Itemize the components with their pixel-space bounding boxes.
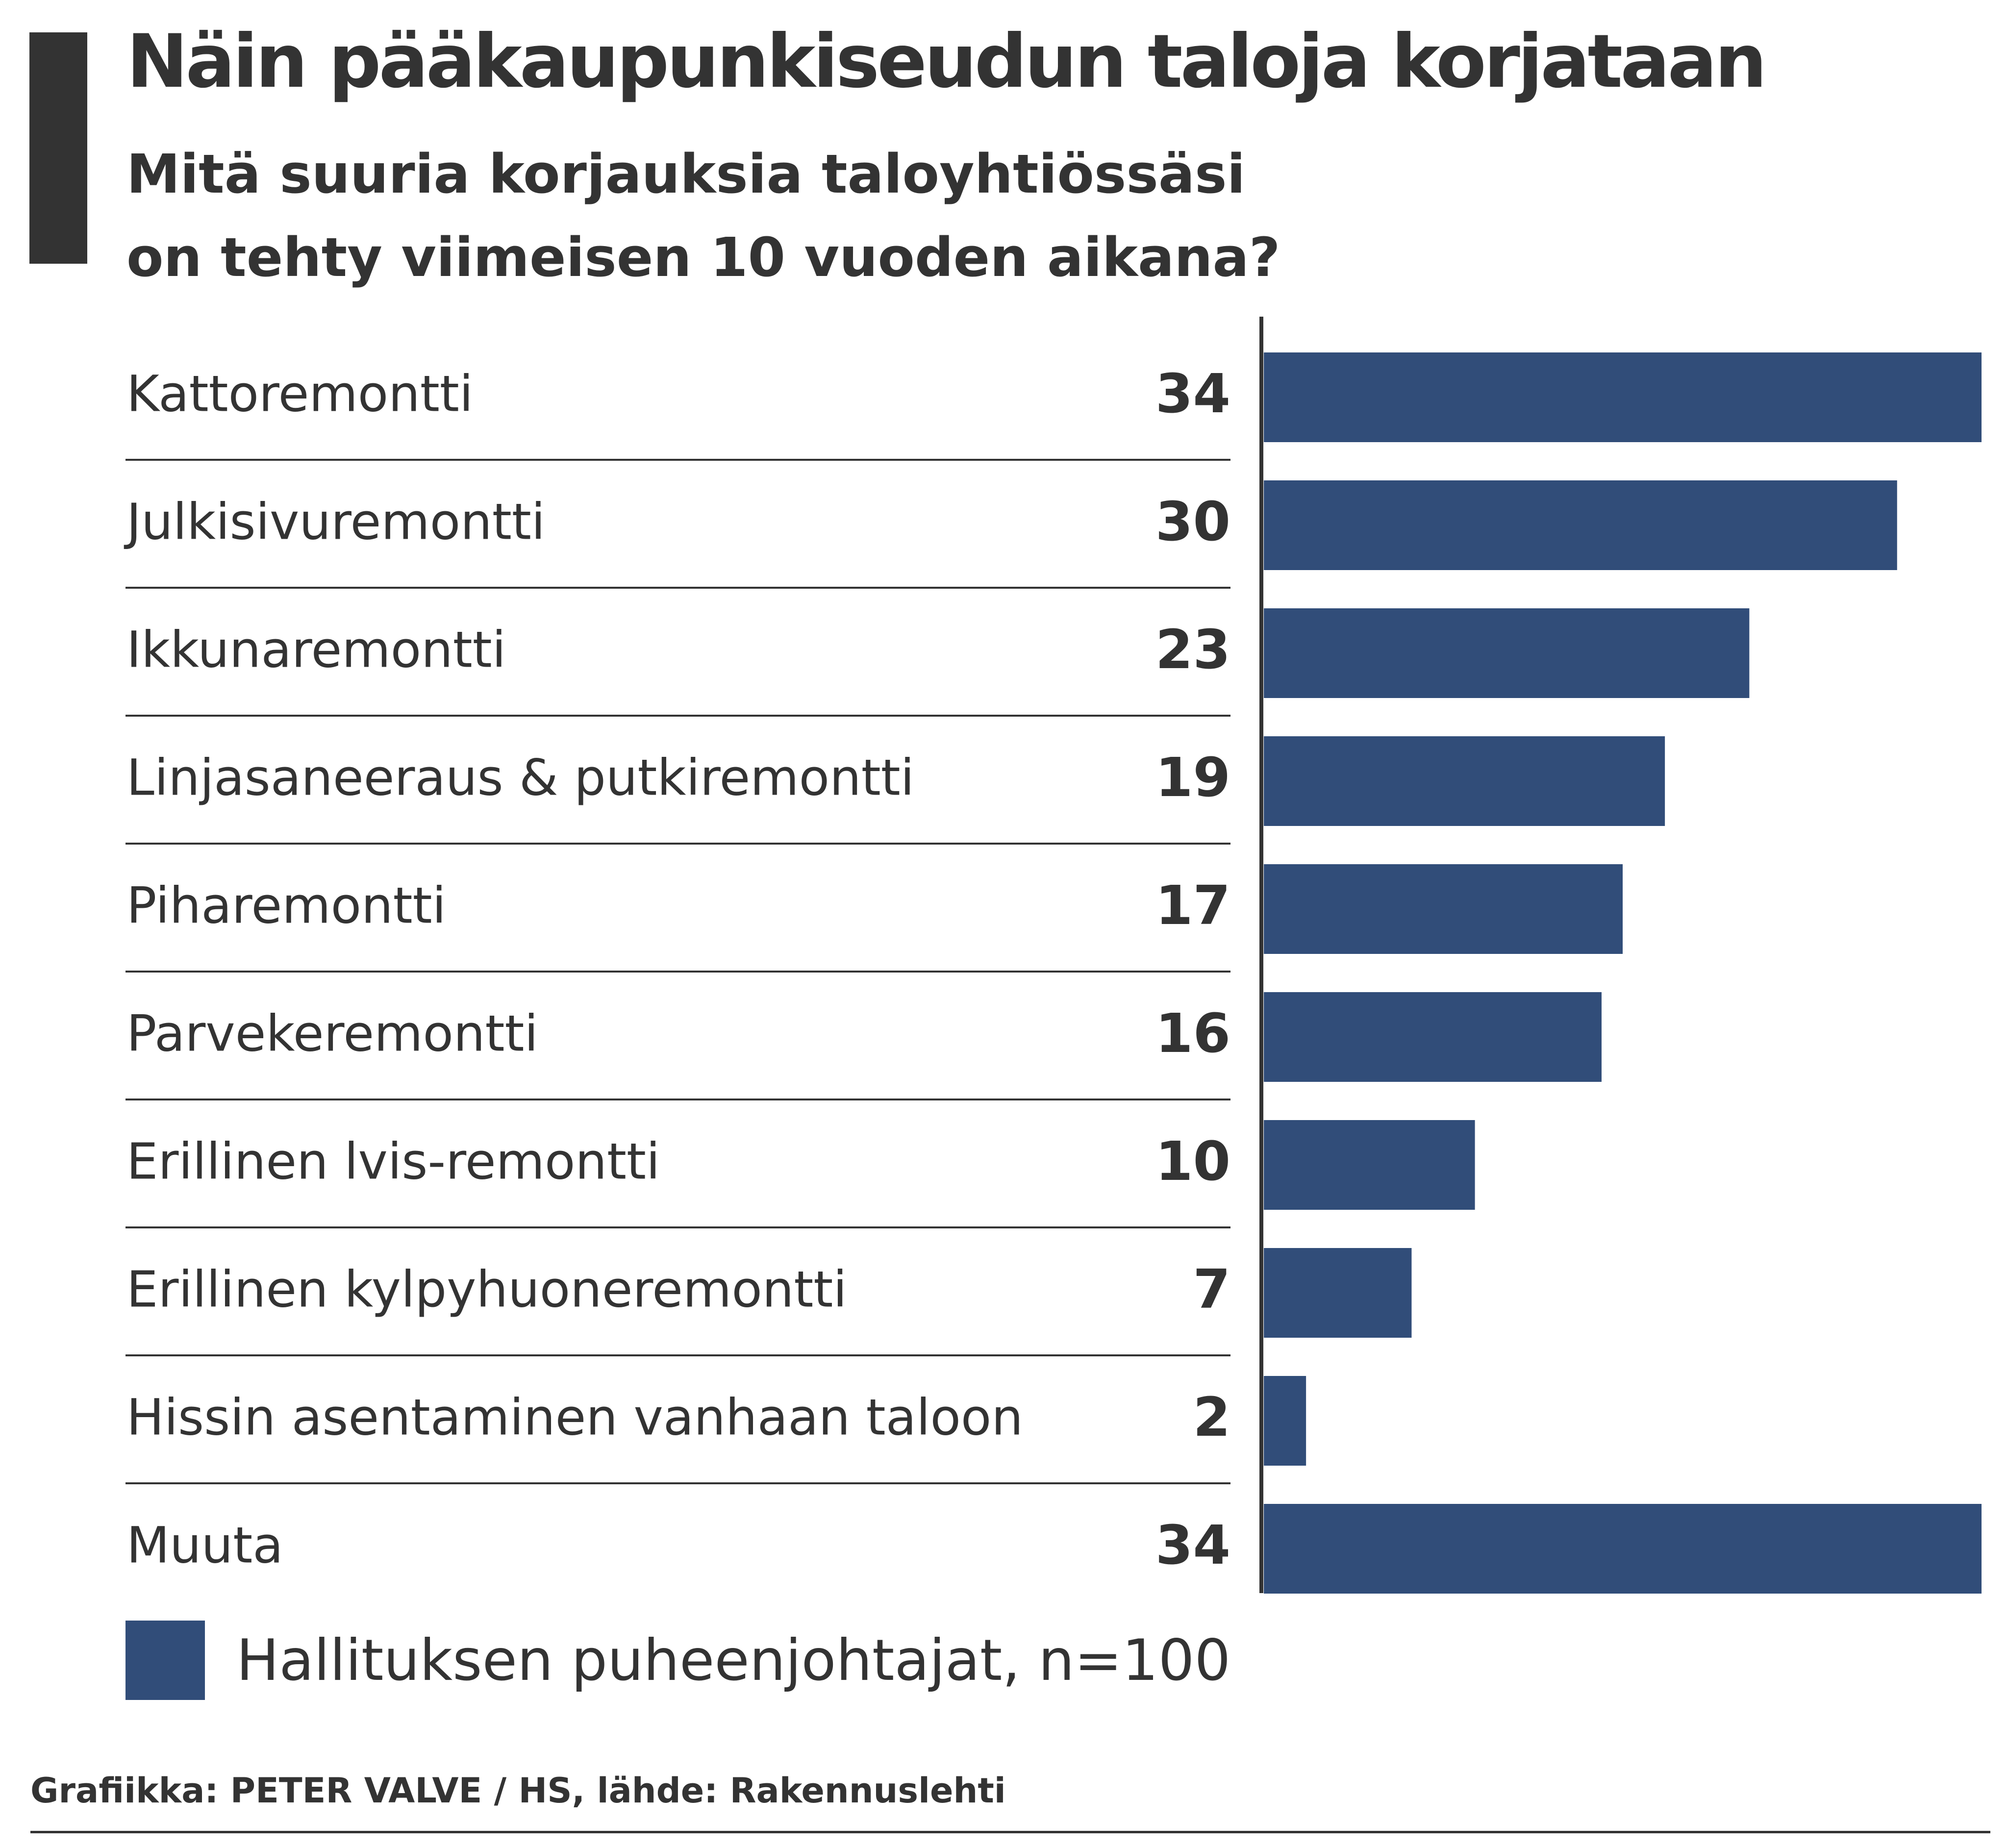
value-label: 34 (1155, 1514, 1230, 1576)
value-label: 23 (1155, 618, 1230, 681)
value-label: 7 (1193, 1258, 1230, 1321)
bar (1264, 352, 1982, 442)
chart-title: Näin pääkaupunkiseudun taloja korjataan (126, 19, 1767, 104)
title-accent-bar (29, 32, 87, 264)
subtitle-line-1: Mitä suuria korjauksia taloyhtiössäsi (126, 143, 1246, 205)
bar (1264, 480, 1897, 570)
value-label: 10 (1155, 1130, 1230, 1193)
category-label: Muuta (126, 1516, 283, 1574)
category-label: Erillinen kylpyhuoneremontti (126, 1260, 847, 1319)
category-label: Julkisivuremontti (124, 493, 545, 551)
category-label: Piharemontti (126, 876, 446, 935)
bar (1264, 1248, 1412, 1338)
bottom-divider (30, 1831, 1990, 1833)
value-label: 2 (1193, 1386, 1230, 1448)
bar (1264, 736, 1665, 826)
value-label: 30 (1155, 490, 1230, 553)
bar (1264, 992, 1602, 1082)
bar (1264, 1376, 1306, 1466)
category-label: Hissin asentaminen vanhaan taloon (126, 1388, 1023, 1447)
value-label: 34 (1155, 362, 1230, 425)
bar (1264, 1504, 1982, 1594)
legend-swatch (126, 1621, 205, 1700)
value-label: 17 (1155, 874, 1230, 937)
value-label: 16 (1155, 1002, 1230, 1065)
bar (1264, 1120, 1475, 1210)
category-label: Erillinen lvis-remontti (126, 1132, 660, 1191)
source-credit: Grafiikka: PETER VALVE / HS, lähde: Rake… (30, 1771, 1006, 1811)
value-label: 19 (1155, 746, 1230, 809)
legend-label: Hallituksen puheenjohtajat, n=100 (236, 1627, 1231, 1694)
legend: Hallituksen puheenjohtajat, n=100 (126, 1621, 1230, 1700)
chart-subtitle: Mitä suuria korjauksia taloyhtiössäsi on… (126, 132, 1352, 299)
bar (1264, 608, 1750, 698)
subtitle-line-2: on tehty viimeisen 10 vuoden aikana? (126, 226, 1280, 289)
bar (1264, 864, 1623, 954)
category-label: Parvekeremontti (126, 1004, 538, 1063)
category-label: Linjasaneeraus & putkiremontti (126, 749, 914, 807)
category-label: Ikkunaremontti (126, 621, 506, 679)
category-label: Kattoremontti (126, 365, 473, 423)
bar-chart: Kattoremontti 34 Julkisivuremontti 30 Ikkuna… (124, 317, 1982, 1594)
